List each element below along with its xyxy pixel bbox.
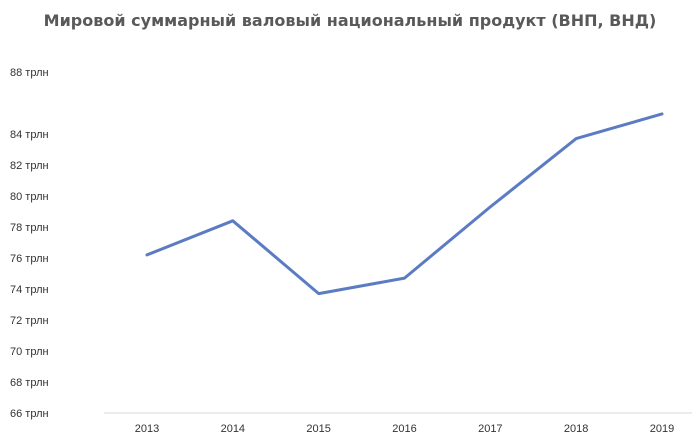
y-tick-label: 74 трлн	[10, 284, 49, 296]
y-tick-label: 66 трлн	[10, 408, 49, 420]
y-tick-label: 84 трлн	[10, 129, 49, 141]
series-line	[145, 112, 664, 296]
chart-title: Мировой суммарный валовый национальный п…	[43, 11, 657, 30]
y-tick-label: 88 трлн	[10, 67, 49, 79]
y-tick-label: 80 трлн	[10, 191, 49, 203]
x-tick-label: 2013	[135, 423, 159, 434]
y-tick-label: 70 трлн	[10, 346, 49, 358]
series-lines	[145, 112, 664, 296]
x-tick-labels: 2013 2014 2015 2016 2017 2018 2019	[135, 423, 674, 434]
y-tick-label: 78 трлн	[10, 222, 49, 234]
x-tick-label: 2019	[650, 423, 674, 434]
y-tick-label: 72 трлн	[10, 315, 49, 327]
y-tick-label: 76 трлн	[10, 253, 49, 265]
x-tick-label: 2018	[564, 423, 588, 434]
y-tick-label: 68 трлн	[10, 377, 49, 389]
y-tick-labels: 88 трлн 84 трлн 82 трлн 80 трлн 78 трлн 76 тр…	[10, 67, 49, 420]
x-tick-label: 2016	[392, 423, 416, 434]
x-tick-label: 2014	[221, 423, 245, 434]
x-tick-label: 2015	[306, 423, 330, 434]
x-tick-label: 2017	[478, 423, 502, 434]
y-tick-label: 82 трлн	[10, 160, 49, 172]
